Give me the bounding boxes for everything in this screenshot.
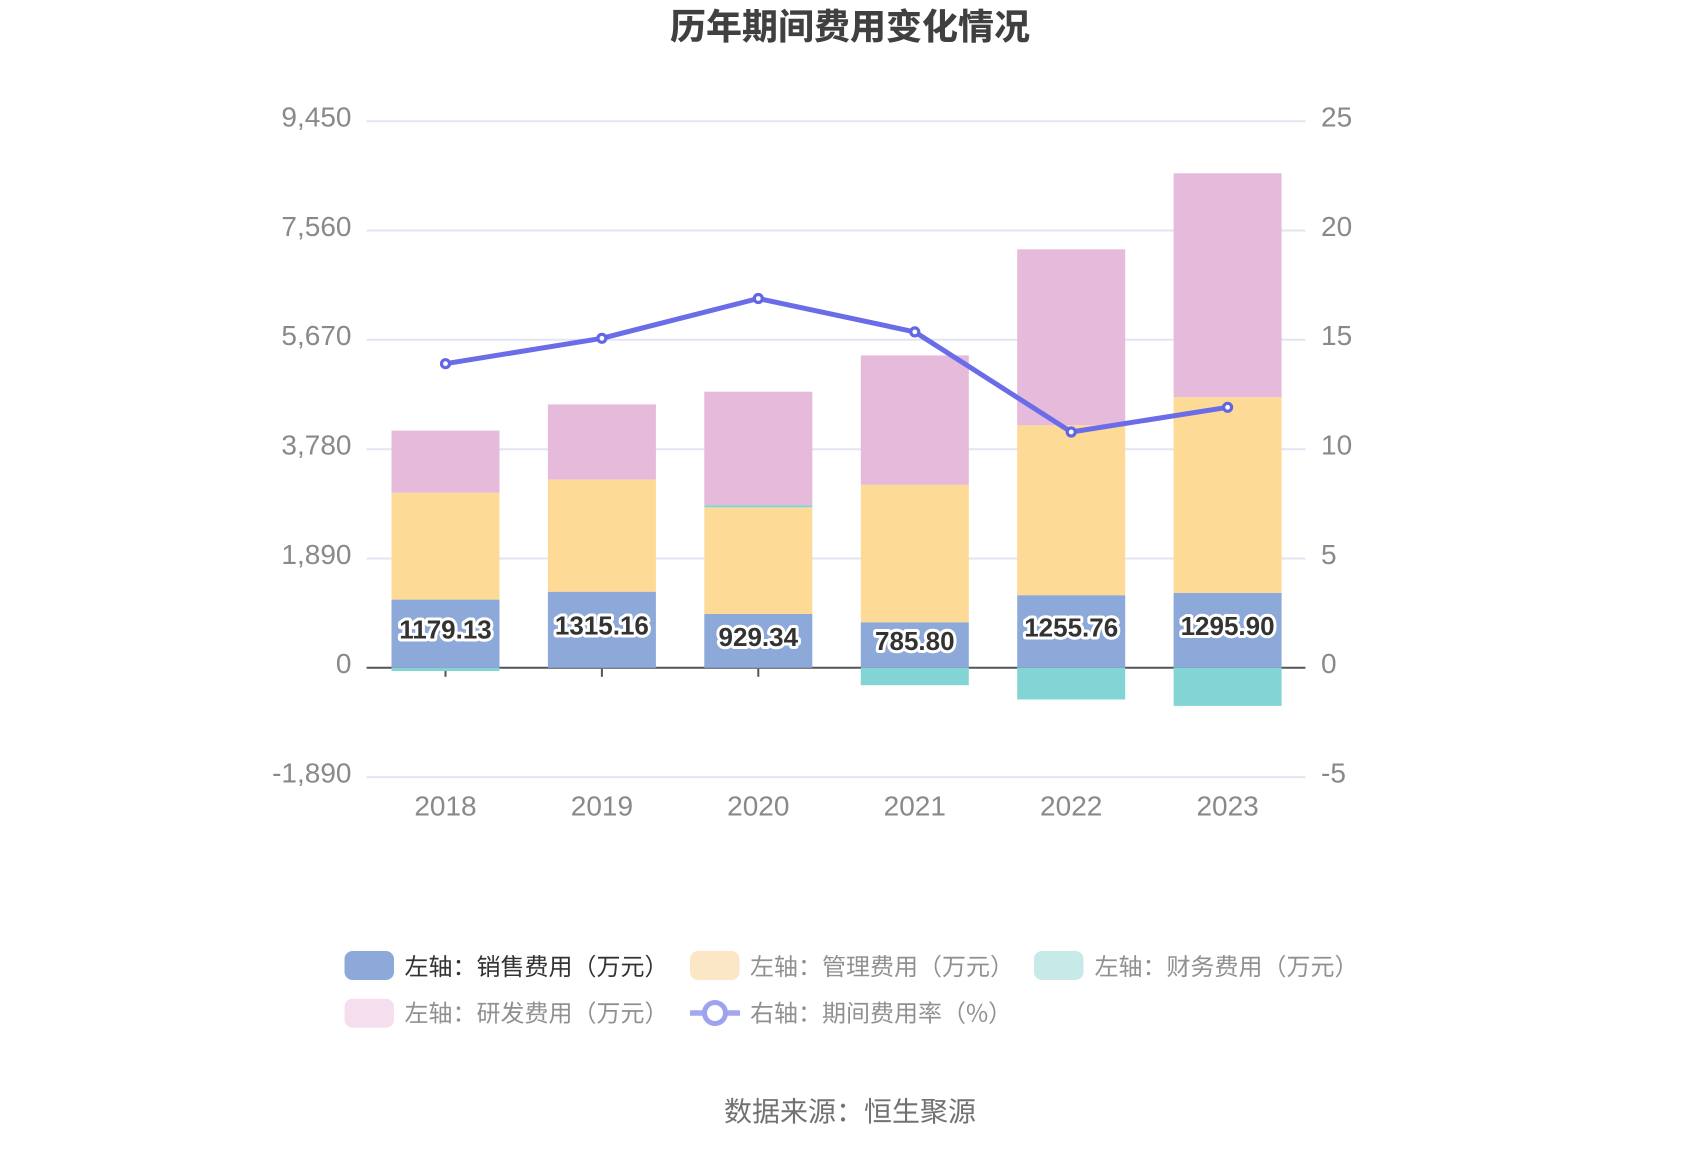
svg-text:-5: -5 [1321, 758, 1346, 789]
svg-text:2020: 2020 [727, 791, 789, 822]
svg-text:15: 15 [1321, 320, 1352, 351]
svg-text:1255.76: 1255.76 [1024, 612, 1118, 642]
svg-text:-1,890: -1,890 [272, 758, 351, 789]
svg-text:25: 25 [1321, 102, 1352, 133]
svg-text:7,560: 7,560 [281, 211, 351, 242]
svg-text:0: 0 [1321, 648, 1337, 679]
svg-text:5,670: 5,670 [281, 320, 351, 351]
svg-text:9,450: 9,450 [281, 102, 351, 133]
svg-text:1179.13: 1179.13 [399, 615, 492, 645]
svg-text:1295.90: 1295.90 [1181, 611, 1275, 641]
svg-text:785.80: 785.80 [875, 626, 955, 656]
svg-text:20: 20 [1321, 211, 1352, 242]
svg-text:3,780: 3,780 [281, 430, 351, 461]
svg-text:1,890: 1,890 [281, 539, 351, 570]
svg-text:1315.16: 1315.16 [555, 611, 649, 641]
svg-text:0: 0 [336, 648, 352, 679]
svg-text:929.34: 929.34 [719, 622, 799, 652]
svg-text:10: 10 [1321, 430, 1352, 461]
svg-text:2023: 2023 [1196, 791, 1258, 822]
svg-text:2021: 2021 [884, 791, 946, 822]
svg-text:2019: 2019 [571, 791, 633, 822]
svg-text:5: 5 [1321, 539, 1337, 570]
svg-text:2018: 2018 [414, 791, 476, 822]
svg-text:2022: 2022 [1040, 791, 1102, 822]
